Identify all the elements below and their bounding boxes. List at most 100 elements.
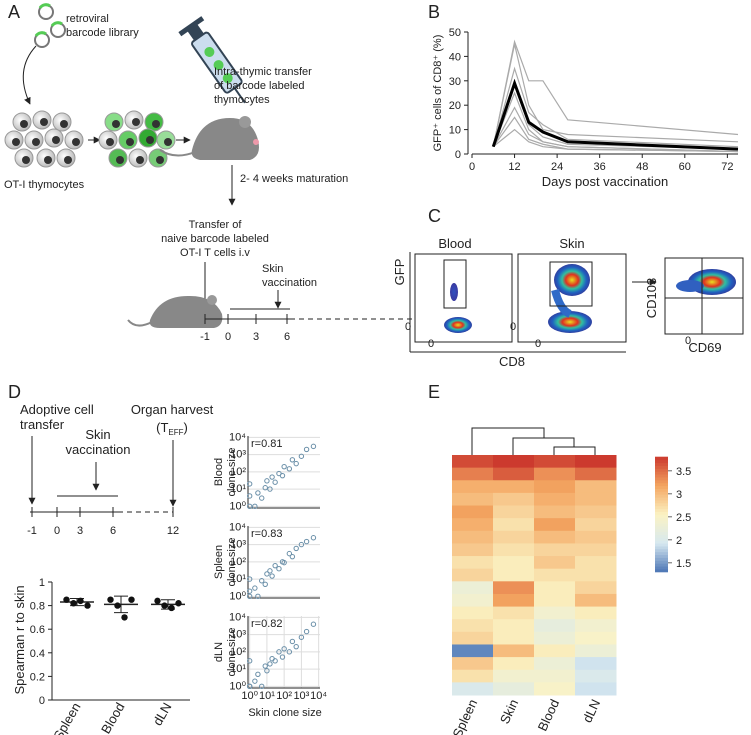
- label: thymocytes: [214, 94, 270, 106]
- point: [264, 668, 270, 674]
- colorbar-label: 1.5: [676, 558, 691, 570]
- heatmap-cell: [452, 669, 494, 683]
- heatmap-cell: [534, 631, 576, 645]
- timeline-label: -1: [200, 331, 210, 343]
- point: [279, 472, 286, 479]
- heatmap-cell: [534, 657, 576, 671]
- colorbar-segment: [655, 540, 668, 544]
- colorbar-segment: [655, 522, 668, 527]
- colorbar-segment: [655, 563, 668, 567]
- heatmap-cell: [534, 593, 576, 608]
- annotation: r=0.81: [251, 438, 283, 450]
- x-tick-label: 24: [551, 161, 563, 173]
- annotation: r=0.83: [251, 528, 283, 540]
- axis-label: Spearman r to skin: [12, 585, 27, 694]
- label: Intra-thymic transfer: [214, 66, 312, 78]
- y-tick-label: 0: [455, 149, 461, 161]
- panel-d-timeline: Adoptive cell transfer Skin vaccination …: [20, 402, 214, 537]
- axis-label: 0: [510, 321, 516, 333]
- point: [289, 457, 296, 463]
- label: (T: [156, 420, 168, 435]
- timeline-label: 6: [110, 525, 116, 537]
- dot: [77, 597, 84, 605]
- y-tick-label: 10⁰: [229, 680, 246, 692]
- x-tick-label: 0: [469, 161, 475, 173]
- heatmap-cell: [493, 480, 535, 494]
- point: [259, 578, 265, 584]
- heatmap-cell: [452, 492, 494, 507]
- x-tick-label: 10³: [293, 690, 309, 702]
- axis-label: 0: [405, 321, 411, 333]
- y-tick-label: 40: [449, 51, 461, 63]
- timeline-label: 12: [167, 525, 179, 537]
- point: [264, 478, 270, 484]
- heatmap-cell: [452, 568, 494, 582]
- label: retroviral: [66, 13, 109, 25]
- heatmap-cell: [575, 593, 617, 608]
- dot: [114, 602, 121, 609]
- panel-label: E: [428, 382, 440, 402]
- label: Organ harvest: [131, 402, 214, 417]
- heatmap-cell: [534, 530, 576, 544]
- colorbar-segment: [655, 508, 668, 512]
- point: [286, 649, 293, 655]
- heatmap-cell: [493, 657, 535, 671]
- heatmap-cell: [534, 455, 576, 469]
- colorbar-segment: [655, 499, 668, 504]
- colorbar-segment: [655, 519, 668, 524]
- y-tick-label: 20: [449, 100, 461, 112]
- colorbar-segment: [655, 525, 668, 530]
- heatmap-cell: [575, 505, 617, 519]
- label: naive barcode labeled: [161, 233, 269, 245]
- heatmap-cell: [575, 657, 617, 671]
- dot: [175, 600, 182, 607]
- heatmap-cell: [452, 543, 494, 557]
- panel-label: D: [8, 382, 21, 402]
- colorbar-label: 2.5: [676, 512, 691, 524]
- point: [246, 576, 253, 582]
- heatmap-cell: [493, 619, 535, 633]
- point: [246, 683, 253, 690]
- heatmap-cell: [575, 619, 617, 633]
- label: Skin: [262, 263, 283, 275]
- x-tick-label: 10²: [276, 690, 292, 702]
- heatmap-cell: [575, 581, 617, 595]
- timeline-label: 0: [225, 331, 231, 343]
- colorbar-segment: [655, 473, 668, 478]
- heatmap-cell: [452, 556, 494, 570]
- point: [267, 568, 273, 574]
- heatmap-cell: [493, 593, 535, 608]
- annotation: r=0.82: [251, 618, 283, 630]
- y-tick-label: 0.4: [30, 648, 45, 660]
- heatmap-cell: [452, 606, 494, 620]
- label: vaccination: [262, 277, 317, 289]
- y-tick-label: 10: [449, 125, 461, 137]
- label: EFF: [168, 428, 183, 437]
- y-tick-label: 10³: [230, 539, 246, 551]
- label: 2- 4 weeks maturation: [240, 173, 348, 185]
- colorbar-segment: [655, 482, 668, 487]
- label: transfer: [20, 417, 65, 432]
- axis-label: clone size: [226, 538, 238, 587]
- colorbar-segment: [655, 456, 668, 461]
- point: [293, 460, 299, 467]
- y-tick-label: 10¹: [230, 573, 246, 585]
- colorbar-segment: [655, 465, 668, 469]
- heatmap-cell: [493, 492, 535, 507]
- label: of barcode labeled: [214, 80, 305, 92]
- series-line: [491, 78, 739, 151]
- axis-label: CD69: [688, 340, 721, 355]
- heatmap-cell: [534, 606, 576, 620]
- colorbar-segment: [655, 502, 668, 507]
- colorbar-segment: [655, 514, 668, 518]
- point: [289, 638, 296, 645]
- label: barcode library: [66, 27, 139, 39]
- timeline-label: -1: [27, 525, 37, 537]
- dot: [128, 596, 135, 603]
- colorbar-segment: [655, 554, 668, 558]
- heatmap-cell: [493, 518, 535, 532]
- x-tick-label: Spleen: [50, 700, 83, 735]
- colorbar-segment: [655, 462, 668, 466]
- x-tick-label: 10⁰: [241, 690, 258, 702]
- timeline-label: 3: [77, 525, 83, 537]
